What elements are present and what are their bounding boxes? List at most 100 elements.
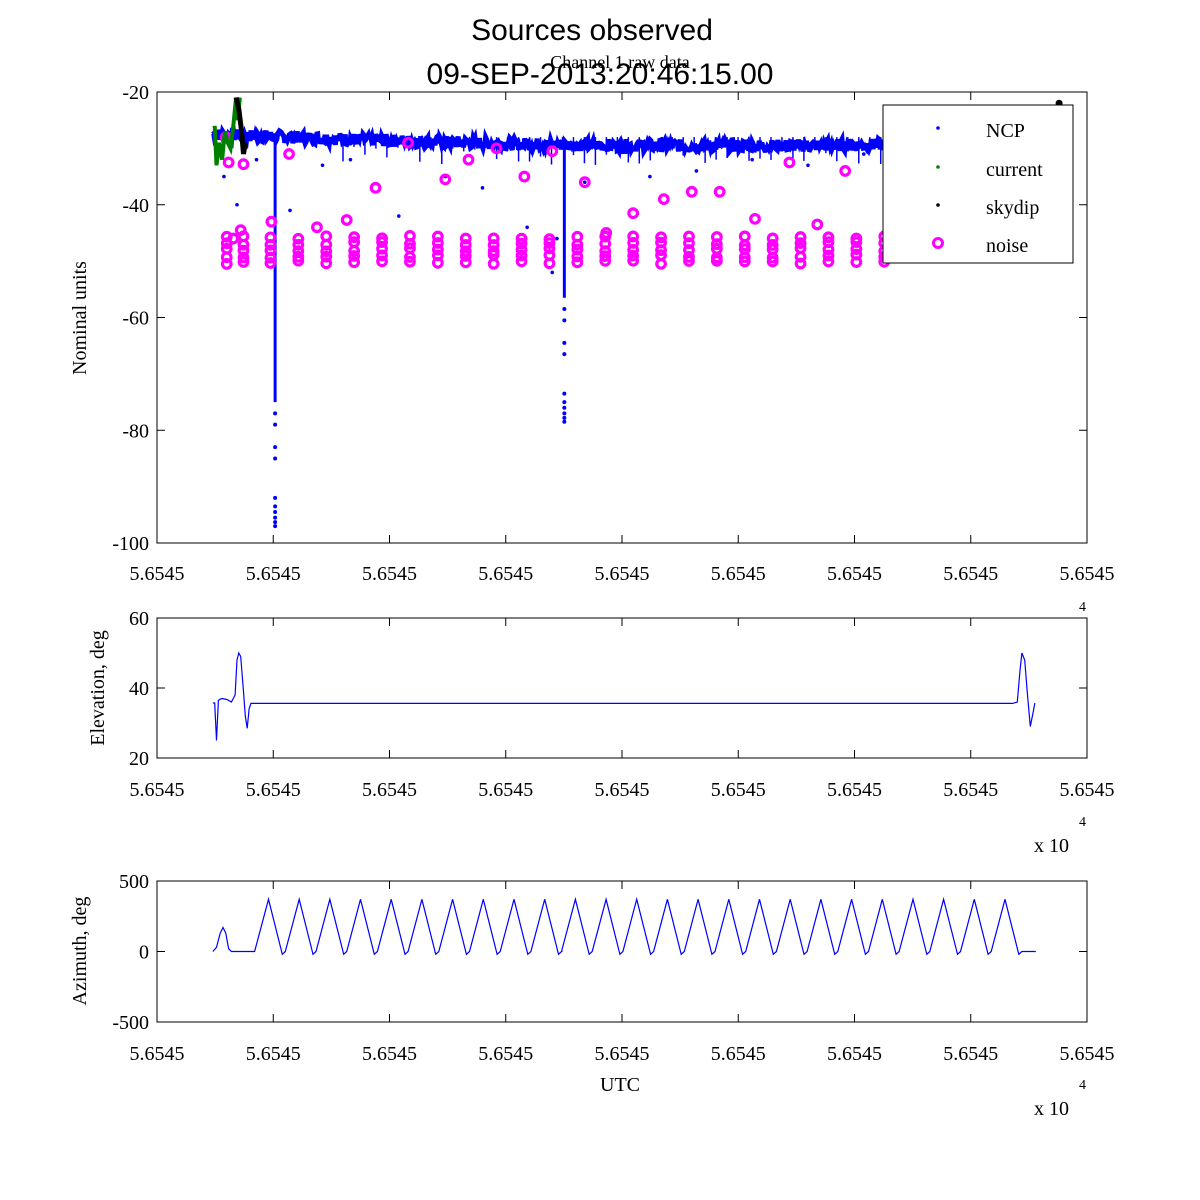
x-tick-label: 5.6545: [246, 563, 301, 585]
y-tick-label: 40: [129, 678, 149, 700]
x-tick-label: 5.6545: [827, 1043, 882, 1065]
azimuth-axes: 5.6545 5.6545 5.6545 5.6545 5.6545 5.6545 5.65…: [69, 871, 1115, 1120]
legend-ncp-marker: [936, 126, 940, 130]
noise-cluster-point: [431, 243, 444, 256]
noise-cluster-point: [794, 242, 807, 255]
noise-cluster-point: [515, 249, 528, 262]
elevation-exponent-base: x 10: [1034, 835, 1069, 857]
noise-cluster-point: [487, 245, 500, 258]
noise-point: [222, 156, 235, 169]
y-tick-label: -20: [122, 82, 149, 104]
noise-cluster-point: [404, 255, 416, 268]
elevation-ylabel: Elevation, deg: [87, 630, 109, 746]
noise-point: [546, 145, 559, 158]
noise-cluster-point: [794, 237, 807, 250]
figure-title-line1: Sources observed: [471, 14, 713, 47]
noise-point: [311, 221, 323, 234]
azimuth-series: [212, 896, 1036, 956]
noise-point: [627, 207, 640, 220]
azimuth-marks: [212, 896, 1036, 956]
subplot-title: Channel 1 raw data: [550, 52, 689, 72]
noise-point: [713, 185, 726, 198]
y-tick-label: -60: [122, 308, 149, 330]
legend-box: [882, 104, 1074, 264]
x-tick-label: 5.6545: [595, 779, 650, 801]
ncp-point: [862, 152, 866, 156]
noise-cluster-point: [766, 239, 779, 251]
noise-cluster-point: [543, 249, 556, 261]
noise-point: [600, 227, 613, 239]
noise-point: [237, 158, 250, 171]
noise-cluster-point: [487, 239, 500, 251]
x-tick-label: 5.6545: [595, 1043, 650, 1065]
noise-point: [749, 212, 761, 225]
x-tick-label: 5.6545: [711, 779, 766, 801]
noise-cluster-point: [822, 236, 835, 249]
noise-cluster-point: [376, 249, 388, 262]
x-tick-label: 5.6545: [595, 563, 650, 585]
y-tick-label: -80: [122, 420, 149, 442]
noise-point: [369, 181, 382, 194]
x-tick-label: 5.6545: [362, 779, 417, 801]
x-tick-label: 5.6545: [478, 779, 533, 801]
noise-cluster-point: [627, 237, 640, 249]
noise-cluster-point: [683, 251, 695, 263]
x-tick-label: 5.6545: [130, 563, 185, 585]
noise-cluster-point: [320, 257, 333, 270]
noise-cluster-point: [264, 257, 277, 269]
y-tick-label: -100: [112, 533, 149, 555]
noise-cluster-point: [543, 233, 556, 246]
noise-cluster-point: [822, 255, 835, 268]
x-tick-label: 5.6545: [130, 1043, 185, 1065]
noise-cluster-point: [459, 245, 472, 258]
noise-point: [685, 185, 698, 198]
noise-cluster-point: [655, 231, 667, 244]
raw-data-axes: 5.6545 5.6545 5.6545 5.6545 5.6545 5.6545 5.65…: [69, 82, 1115, 585]
x-tick-label: 5.6545: [1060, 563, 1115, 585]
azimuth-exponent-power: 4: [1079, 1078, 1086, 1093]
noise-cluster-point: [459, 250, 472, 262]
x-tick-label: 5.6545: [943, 1043, 998, 1065]
azimuth-axes-frame: [156, 880, 1088, 1023]
x-tick-label: 5.6545: [1060, 779, 1115, 801]
noise-cluster-point: [237, 251, 250, 264]
noise-cluster-point: [487, 232, 500, 245]
noise-cluster-point: [237, 256, 250, 268]
noise-cluster-point: [376, 242, 388, 255]
ncp-dip-point: [562, 307, 567, 312]
noise-cluster-point: [487, 257, 500, 270]
y-tick-label: 20: [129, 748, 149, 770]
noise-cluster-point: [738, 230, 751, 243]
noise-cluster-point: [683, 230, 695, 243]
noise-cluster-point: [571, 250, 584, 263]
noise-cluster-point: [237, 244, 250, 257]
noise-cluster-point: [348, 256, 361, 269]
noise-point: [340, 214, 353, 226]
ncp-point: [397, 214, 401, 218]
y-tick-label: -40: [122, 195, 149, 217]
elevation-exponent-power: 4: [1079, 815, 1086, 830]
noise-cluster-point: [320, 250, 333, 263]
noise-cluster-point: [655, 236, 667, 249]
noise-cluster-point: [292, 238, 305, 251]
noise-cluster-point: [459, 256, 472, 269]
elevation-axes: 5.6545 5.6545 5.6545 5.6545 5.6545 5.6545 5.65…: [87, 600, 1115, 857]
ncp-point: [288, 208, 292, 213]
noise-cluster-point: [627, 249, 640, 262]
ncp-point: [555, 236, 559, 241]
noise-cluster-point: [710, 242, 723, 255]
noise-cluster-point: [431, 237, 444, 249]
noise-cluster-point: [655, 249, 667, 262]
noise-cluster-point: [376, 255, 388, 268]
ncp-dip-point: [273, 422, 278, 427]
noise-cluster-point: [292, 232, 305, 245]
noise-cluster-point: [292, 245, 305, 258]
ncp-point: [806, 163, 810, 168]
y-tick-label: 500: [119, 871, 149, 893]
ncp-point: [550, 270, 555, 275]
noise-point: [490, 142, 503, 155]
noise-cluster-point: [515, 232, 528, 245]
ncp-dip-point: [562, 400, 567, 405]
ncp-dip-point: [273, 445, 278, 450]
legend-skydip-label: skydip: [986, 197, 1039, 219]
